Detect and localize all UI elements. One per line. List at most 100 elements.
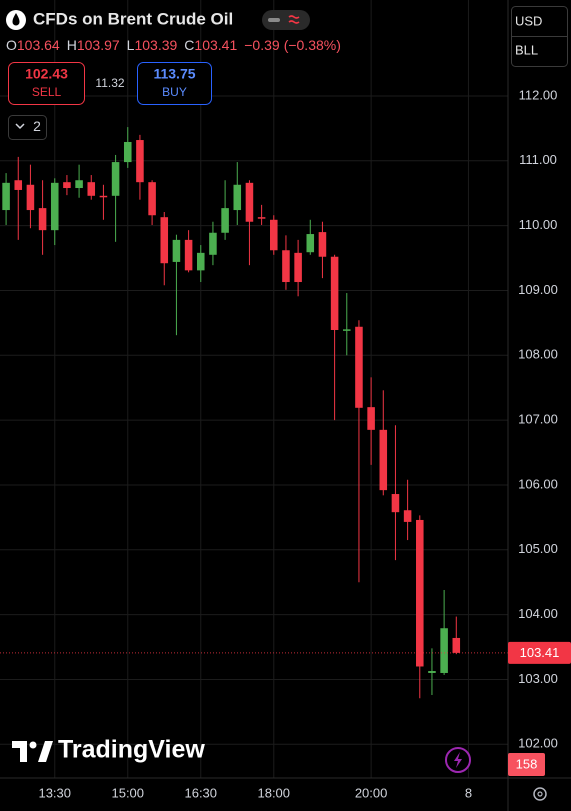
candle-body — [50, 182, 59, 231]
ohlc-value: 103.41 — [194, 37, 237, 53]
quick-trade[interactable] — [445, 747, 471, 773]
candle-body — [355, 326, 363, 408]
ohlc-value: 103.97 — [77, 37, 120, 53]
candle-body — [245, 182, 254, 222]
y-tick-label: 107.00 — [518, 412, 558, 427]
candle-body — [148, 182, 156, 216]
candle-body — [184, 239, 193, 271]
ohlc-change-pct: (−0.38%) — [284, 37, 341, 53]
brand-logo: TradingView — [12, 736, 205, 764]
trade-panel: 102.43 SELL 11.32 113.75 BUY — [8, 62, 212, 105]
last-price-label: 103.41 — [520, 645, 560, 660]
candle-body — [294, 252, 302, 283]
candle-body — [330, 256, 339, 331]
x-tick-label: 13:30 — [38, 785, 71, 800]
y-tick-label: 109.00 — [518, 282, 558, 297]
ohlc-key: L — [127, 37, 135, 53]
y-tick-label: 102.00 — [518, 736, 558, 751]
settings[interactable] — [533, 787, 547, 801]
sell-price: 102.43 — [25, 66, 68, 82]
ohlc-value: 103.39 — [134, 37, 177, 53]
header: CFDs on Brent Crude Oil O103.64 H103.97 L1… — [6, 9, 341, 53]
candle-body — [452, 637, 461, 653]
status-market — [268, 18, 280, 22]
x-tick-label: 8 — [465, 785, 472, 800]
candle-body — [343, 329, 351, 331]
candle-body — [75, 180, 83, 189]
drop-icon — [12, 13, 20, 26]
settings-icon — [537, 791, 543, 797]
unit[interactable]: BLL — [515, 42, 538, 57]
candle-body — [38, 208, 47, 231]
candle-body — [257, 217, 266, 219]
candle-body — [111, 162, 120, 196]
candle-body — [99, 195, 108, 198]
indicators-button[interactable] — [8, 115, 47, 140]
ohlc-value: 103.64 — [17, 37, 60, 53]
logo-mark — [29, 741, 37, 749]
y-tick-label: 112.00 — [519, 87, 558, 102]
candle-body — [209, 232, 217, 255]
status-delayed — [288, 15, 300, 24]
y-tick-label: 106.00 — [518, 476, 558, 491]
ohlc-key: H — [67, 37, 77, 53]
candle-body — [416, 519, 424, 667]
plot — [0, 127, 508, 699]
y-tick-label: 108.00 — [518, 347, 558, 362]
candle-body — [221, 208, 229, 233]
y-tick-label: 105.00 — [518, 541, 558, 556]
last-price-box — [508, 641, 571, 664]
candle-body — [440, 628, 448, 673]
chevron-icon — [15, 123, 25, 130]
ohlc-key: C — [184, 37, 194, 53]
candle-body — [403, 510, 412, 522]
buy-label: BUY — [162, 85, 187, 99]
y-tick-label: 104.00 — [518, 606, 558, 621]
buy-price: 113.75 — [153, 66, 195, 82]
y-tick-label: 110.00 — [519, 217, 558, 232]
candle-body — [14, 180, 23, 190]
y-tick-label: 111.00 — [519, 152, 557, 167]
logo-mark — [38, 741, 53, 762]
candle-body — [379, 429, 388, 491]
candle-body — [282, 250, 290, 283]
brand-name: TradingView — [58, 736, 205, 764]
volume-label-box — [508, 753, 545, 776]
currency[interactable]: USD — [515, 13, 542, 28]
candle-body — [2, 182, 10, 211]
lightning-icon — [454, 752, 462, 768]
candle-body — [233, 184, 242, 211]
settings-icon — [533, 787, 547, 801]
candle-body — [196, 252, 205, 271]
symbol-title[interactable]: CFDs on Brent Crude Oil — [33, 9, 233, 28]
candle-body — [63, 182, 71, 189]
sell-button[interactable] — [8, 62, 85, 105]
candle-body — [123, 141, 132, 163]
x-tick-label: 15:00 — [111, 785, 144, 800]
candle-body — [367, 407, 375, 430]
spread: 11.32 — [95, 76, 124, 90]
sell-label: SELL — [32, 85, 62, 99]
currency-unit: USD BLL — [511, 6, 568, 67]
candle-body — [172, 239, 181, 262]
volume-label: 158 — [516, 756, 538, 771]
ohlc-change: −0.39 — [244, 37, 280, 53]
candle-body — [306, 234, 315, 253]
candle-body — [318, 232, 327, 257]
status-pill[interactable] — [262, 10, 310, 30]
indicators-toggle[interactable]: 2 — [8, 115, 47, 140]
candle-body — [270, 219, 278, 251]
candle-body — [428, 671, 436, 673]
candle-body — [136, 140, 144, 183]
buy-button[interactable] — [137, 62, 212, 105]
ohlc-key: O — [6, 37, 17, 53]
axes: 102.00 103.00 104.00 105.00 106.00 107.00 108.… — [38, 87, 571, 800]
y-tick-label: 103.00 — [518, 671, 558, 686]
x-tick-label: 16:30 — [184, 785, 217, 800]
candle-body — [26, 184, 35, 211]
x-tick-label: 20:00 — [355, 785, 388, 800]
logo-mark — [12, 741, 27, 762]
